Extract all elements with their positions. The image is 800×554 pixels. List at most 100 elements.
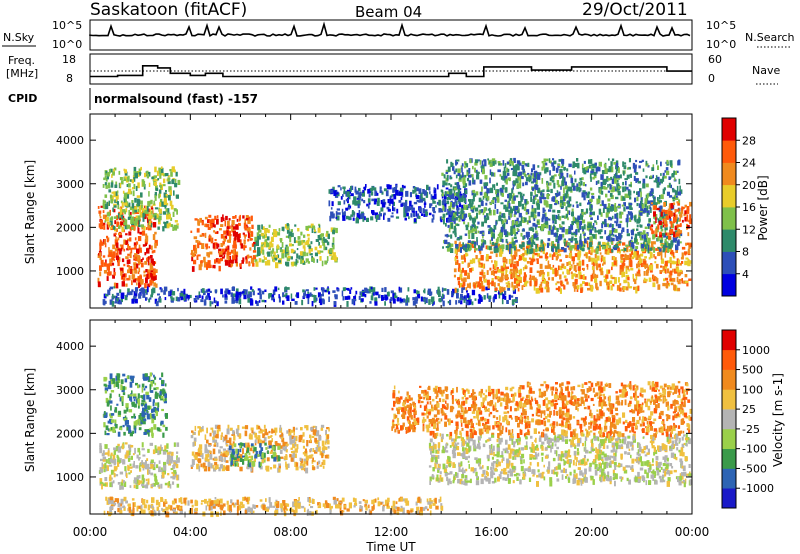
scatter-cell	[258, 289, 262, 295]
scatter-cell	[525, 181, 528, 186]
scatter-cell	[640, 191, 642, 198]
scatter-cell	[599, 236, 604, 239]
scatter-cell	[437, 286, 440, 290]
scatter-cell	[657, 224, 660, 230]
scatter-cell	[165, 426, 168, 431]
scatter-cell	[286, 223, 289, 227]
scatter-cell	[390, 290, 394, 294]
scatter-cell	[600, 258, 603, 263]
scatter-cell	[112, 274, 115, 279]
scatter-cell	[444, 182, 448, 186]
scatter-cell	[629, 239, 632, 243]
scatter-cell	[660, 265, 663, 268]
scatter-cell	[222, 240, 225, 244]
scatter-cell	[669, 270, 673, 276]
scatter-cell	[569, 203, 572, 207]
scatter-cell	[158, 466, 161, 473]
scatter-cell	[513, 264, 516, 270]
scatter-cell	[626, 186, 629, 190]
scatter-cell	[430, 194, 433, 200]
scatter-cell	[355, 218, 359, 224]
scatter-cell	[129, 432, 133, 437]
scatter-cell	[260, 233, 264, 236]
scatter-cell	[626, 233, 630, 237]
scatter-region-1	[102, 372, 168, 438]
scatter-cell	[164, 482, 168, 486]
scatter-cell	[115, 381, 118, 387]
scatter-cell	[267, 236, 270, 241]
scatter-cell	[204, 232, 207, 238]
scatter-cell	[615, 221, 618, 227]
scatter-cell	[332, 254, 335, 260]
scatter-cell	[224, 300, 228, 304]
scatter-cell	[610, 241, 613, 245]
scatter-cell	[604, 223, 608, 228]
scatter-cell	[303, 234, 306, 238]
scatter-cell	[142, 373, 146, 379]
scatter-cell	[408, 216, 410, 220]
scatter-cell	[113, 383, 116, 388]
scatter-cell	[537, 187, 540, 193]
scatter-cell	[666, 268, 670, 274]
scatter-cell	[575, 201, 578, 204]
scatter-cell	[105, 185, 108, 189]
scatter-cell	[672, 212, 675, 216]
scatter-cell	[588, 226, 591, 232]
scatter-cell	[307, 261, 310, 264]
scatter-cell	[522, 252, 525, 257]
scatter-cell	[152, 222, 157, 228]
scatter-cell	[364, 186, 367, 191]
scatter-cell	[465, 252, 468, 257]
scatter-cell	[530, 278, 532, 282]
scatter-cell	[559, 175, 561, 179]
scatter-cell	[660, 211, 663, 217]
scatter-cell	[167, 212, 171, 216]
scatter-cell	[673, 284, 676, 291]
freq-frame	[89, 53, 693, 85]
scatter-cell	[236, 218, 239, 222]
scatter-cell	[659, 178, 663, 184]
scatter-cell	[513, 157, 516, 163]
scatter-cell	[353, 299, 357, 302]
scatter-cell	[659, 217, 662, 224]
scatter-cell	[177, 179, 181, 185]
scatter-cell	[109, 474, 112, 478]
scatter-cell	[114, 407, 118, 413]
scatter-cell	[565, 213, 569, 219]
scatter-cell	[133, 278, 137, 283]
scatter-cell	[542, 274, 545, 278]
scatter-cell	[662, 188, 665, 195]
scatter-cell	[161, 172, 164, 176]
scatter-cell	[449, 202, 452, 207]
freq-label-line1: Freq.	[8, 54, 35, 67]
scatter-cell	[359, 194, 361, 200]
scatter-cell	[109, 258, 112, 265]
scatter-cell	[566, 281, 569, 285]
scatter-cell	[514, 205, 519, 211]
scatter-cell	[159, 447, 163, 452]
scatter-cell	[146, 430, 151, 433]
scatter-cell	[512, 228, 516, 235]
scatter-cell	[461, 172, 464, 177]
scatter-cell	[664, 246, 668, 252]
scatter-cell	[114, 458, 117, 465]
scatter-cell	[591, 249, 594, 253]
scatter-cell	[491, 160, 493, 166]
scatter-cell	[572, 204, 575, 208]
scatter-cell	[240, 243, 243, 249]
scatter-cell	[122, 273, 125, 280]
scatter-cell	[670, 203, 674, 209]
scatter-cell	[220, 216, 223, 223]
scatter-cell	[319, 256, 322, 261]
scatter-cell	[222, 214, 224, 220]
scatter-cell	[106, 466, 109, 470]
scatter-cell	[448, 234, 450, 237]
scatter-cell	[432, 214, 435, 220]
scatter-cell	[148, 469, 151, 475]
scatter-cell	[649, 225, 652, 231]
scatter-cell	[529, 280, 532, 287]
scatter-cell	[346, 215, 349, 220]
scatter-cell	[122, 424, 125, 428]
scatter-cell	[99, 239, 102, 243]
scatter-cell	[120, 221, 124, 226]
